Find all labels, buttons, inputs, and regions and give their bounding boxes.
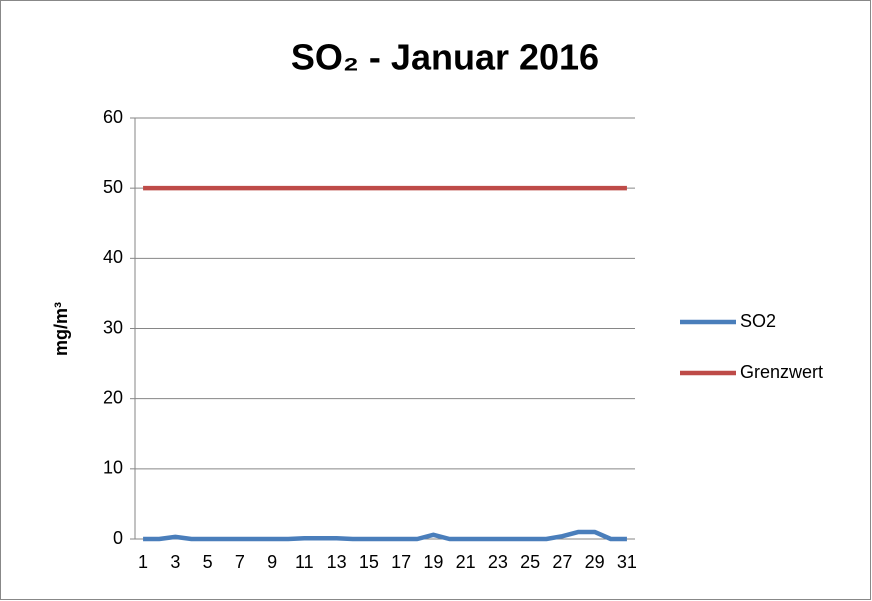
y-tick-label: 40 <box>103 247 123 267</box>
x-tick-label: 3 <box>170 552 180 572</box>
x-tick-label: 25 <box>520 552 540 572</box>
x-tick-label: 19 <box>423 552 443 572</box>
y-tick-label: 0 <box>113 528 123 548</box>
x-tick-label: 7 <box>235 552 245 572</box>
x-tick-label: 17 <box>391 552 411 572</box>
x-tick-label: 23 <box>488 552 508 572</box>
y-tick-label: 10 <box>103 458 123 478</box>
x-tick-label: 27 <box>552 552 572 572</box>
legend-label: SO2 <box>740 311 776 331</box>
x-tick-label: 9 <box>267 552 277 572</box>
legend-label: Grenzwert <box>740 362 823 382</box>
x-tick-label: 29 <box>585 552 605 572</box>
y-tick-label: 50 <box>103 177 123 197</box>
x-tick-label: 11 <box>295 552 314 572</box>
y-tick-label: 20 <box>103 387 123 407</box>
x-tick-label: 5 <box>203 552 213 572</box>
chart-title: SO₂ - Januar 2016 <box>291 37 599 78</box>
x-tick-label: 15 <box>359 552 379 572</box>
x-tick-label: 21 <box>456 552 476 572</box>
x-tick-label: 13 <box>327 552 347 572</box>
series-line <box>143 529 627 542</box>
y-axis-label: mg/m³ <box>51 302 71 356</box>
y-tick-label: 60 <box>103 107 123 127</box>
y-tick-label: 30 <box>103 317 123 337</box>
x-tick-label: 31 <box>617 552 637 572</box>
x-tick-label: 1 <box>138 552 148 572</box>
